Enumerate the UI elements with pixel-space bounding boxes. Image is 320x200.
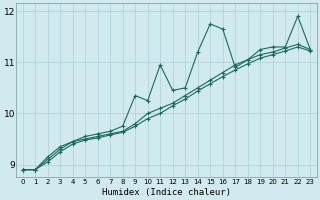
X-axis label: Humidex (Indice chaleur): Humidex (Indice chaleur) [102,188,231,197]
